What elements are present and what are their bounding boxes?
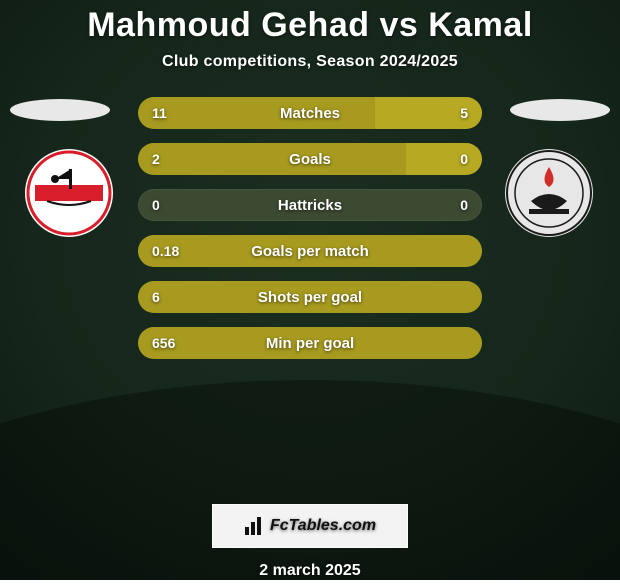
stat-row: 6Shots per goal <box>138 281 482 313</box>
enppi-crest-icon <box>505 149 593 237</box>
stand-left <box>10 99 110 121</box>
zamalek-crest-icon <box>25 149 113 237</box>
stat-row: 0Hattricks0 <box>138 189 482 221</box>
stats-list: 11Matches52Goals00Hattricks00.18Goals pe… <box>138 97 482 359</box>
stand-right <box>510 99 610 121</box>
page-subtitle: Club competitions, Season 2024/2025 <box>162 53 458 71</box>
comparison-arena: 11Matches52Goals00Hattricks00.18Goals pe… <box>0 71 620 206</box>
stat-label: Matches <box>138 105 482 122</box>
bars-icon <box>244 516 264 536</box>
team-badge-right <box>505 149 593 237</box>
stat-label: Min per goal <box>138 335 482 352</box>
stat-label: Goals <box>138 151 482 168</box>
stat-row: 0.18Goals per match <box>138 235 482 267</box>
stat-row: 656Min per goal <box>138 327 482 359</box>
stat-label: Goals per match <box>138 243 482 260</box>
team-badge-left <box>25 149 113 237</box>
watermark: FcTables.com <box>212 504 408 548</box>
stat-value-right: 0 <box>460 151 468 167</box>
stat-row: 11Matches5 <box>138 97 482 129</box>
stat-row: 2Goals0 <box>138 143 482 175</box>
date-label: 2 march 2025 <box>259 562 360 580</box>
stat-label: Hattricks <box>138 197 482 214</box>
watermark-text: FcTables.com <box>270 517 376 535</box>
page-title: Mahmoud Gehad vs Kamal <box>87 6 533 45</box>
stat-label: Shots per goal <box>138 289 482 306</box>
stat-value-right: 0 <box>460 197 468 213</box>
stat-value-right: 5 <box>460 105 468 121</box>
